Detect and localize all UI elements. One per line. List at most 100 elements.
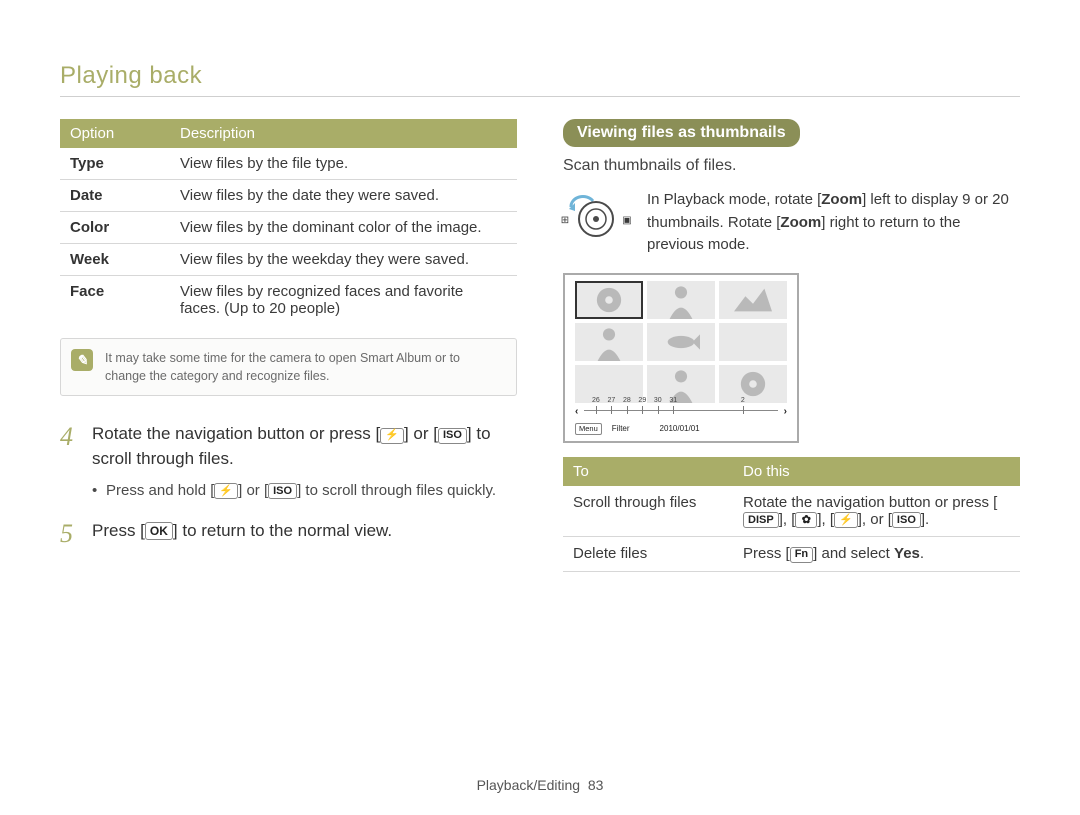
action-table: To Do this Scroll through files Rotate t… [563, 457, 1020, 572]
table-row: Week View files by the weekday they were… [60, 244, 517, 276]
disp-icon: DISP [743, 512, 779, 528]
text-part: Press [ [743, 545, 790, 562]
desc-cell: View files by the date they were saved. [170, 180, 517, 212]
iso-icon: ISO [438, 428, 467, 444]
text-part: ], or [ [858, 511, 892, 528]
flash-icon: ⚡ [214, 483, 238, 499]
footer-page: 83 [588, 777, 604, 793]
arrow-left-icon: ‹ [575, 406, 578, 417]
filter-label: Filter [612, 424, 630, 433]
text-part: ], [ [817, 511, 834, 528]
zoom-instruction: ⊞ ▣ In Playback mode, rotate [Zoom] left… [563, 189, 1020, 257]
step-number: 4 [60, 418, 82, 501]
ok-icon: OK [145, 522, 173, 540]
option-cell: Type [60, 148, 170, 180]
table-row: Face View files by recognized faces and … [60, 276, 517, 325]
step-body: Rotate the navigation button or press [⚡… [92, 418, 517, 501]
page: Playing back Option Description Type Vie… [0, 0, 1080, 815]
text-part: In Playback mode, rotate [ [647, 191, 821, 208]
desc-cell: View files by the weekday they were save… [170, 244, 517, 276]
step-text: ] or [ [404, 424, 438, 443]
thumbnail [719, 323, 787, 361]
step-text: ] to return to the normal view. [173, 521, 392, 540]
single-glyph-icon: ▣ [621, 215, 633, 226]
timeline-ticks: 2627282930312 [584, 406, 777, 416]
subsection-heading: Viewing files as thumbnails [563, 119, 800, 147]
thumbnail [719, 365, 787, 403]
flash-icon: ⚡ [834, 512, 858, 528]
text-part: . [920, 545, 924, 562]
substep: Press and hold [⚡] or [ISO] to scroll th… [92, 480, 517, 502]
desc-cell: View files by recognized faces and favor… [170, 276, 517, 325]
table-row: Scroll through files Rotate the navigati… [563, 486, 1020, 537]
right-column: Viewing files as thumbnails Scan thumbna… [563, 119, 1020, 572]
text-part: ], [ [779, 511, 796, 528]
arrow-right-icon: › [784, 406, 787, 417]
iso-icon: ISO [892, 512, 921, 528]
iso-icon: ISO [268, 483, 297, 499]
description-head: Description [170, 119, 517, 148]
to-cell: Scroll through files [563, 486, 733, 537]
zoom-dial-icon: ⊞ ▣ [563, 189, 629, 241]
table-row: Delete files Press [Fn] and select Yes. [563, 537, 1020, 572]
thumbnail-glyph-icon: ⊞ [559, 215, 571, 226]
thumbnail [575, 323, 643, 361]
step-text: Press [ [92, 521, 145, 540]
text-part: ]. [921, 511, 929, 528]
divider [60, 96, 1020, 97]
thumbnail [647, 281, 715, 319]
camera-screen: ‹ 2627282930312 › Menu Filter 2010/01/01 [563, 273, 799, 443]
thumbnail [719, 281, 787, 319]
option-cell: Face [60, 276, 170, 325]
footer-section: Playback/Editing [477, 777, 581, 793]
zoom-label: Zoom [821, 191, 862, 208]
screen-statusbar: Menu Filter 2010/01/01 [575, 423, 787, 435]
option-table: Option Description Type View files by th… [60, 119, 517, 324]
dothis-cell: Rotate the navigation button or press [D… [733, 486, 1020, 537]
table-row: Date View files by the date they were sa… [60, 180, 517, 212]
option-cell: Date [60, 180, 170, 212]
table-row: Color View files by the dominant color o… [60, 212, 517, 244]
section-title: Playing back [60, 62, 1020, 90]
screen-date: 2010/01/01 [660, 424, 700, 433]
note-text: It may take some time for the camera to … [105, 351, 460, 383]
thumbnail [647, 323, 715, 361]
step-4: 4 Rotate the navigation button or press … [60, 418, 517, 501]
dothis-cell: Press [Fn] and select Yes. [733, 537, 1020, 572]
thumbnail-selected [575, 281, 643, 319]
yes-label: Yes [894, 545, 920, 562]
subsection-subtitle: Scan thumbnails of files. [563, 157, 1020, 175]
menu-chip: Menu [575, 423, 602, 435]
option-cell: Week [60, 244, 170, 276]
columns: Option Description Type View files by th… [60, 119, 1020, 572]
table-row: Type View files by the file type. [60, 148, 517, 180]
desc-cell: View files by the dominant color of the … [170, 212, 517, 244]
substep-text: ] to scroll through files quickly. [297, 482, 496, 499]
zoom-instruction-text: In Playback mode, rotate [Zoom] left to … [647, 189, 1020, 257]
dothis-head: Do this [733, 457, 1020, 486]
to-head: To [563, 457, 733, 486]
option-cell: Color [60, 212, 170, 244]
text-part: Rotate the navigation button or press [ [743, 494, 997, 511]
macro-icon: ✿ [795, 512, 817, 528]
step-body: Press [OK] to return to the normal view. [92, 515, 392, 553]
option-head: Option [60, 119, 170, 148]
to-cell: Delete files [563, 537, 733, 572]
note-box: ✎ It may take some time for the camera t… [60, 338, 517, 396]
note-icon: ✎ [71, 349, 93, 371]
page-footer: Playback/Editing 83 [0, 777, 1080, 793]
zoom-label: Zoom [780, 214, 821, 231]
step-5: 5 Press [OK] to return to the normal vie… [60, 515, 517, 553]
step-text: Rotate the navigation button or press [ [92, 424, 380, 443]
left-column: Option Description Type View files by th… [60, 119, 517, 572]
flash-icon: ⚡ [380, 428, 404, 444]
desc-cell: View files by the file type. [170, 148, 517, 180]
step-number: 5 [60, 515, 82, 553]
text-part: ] and select [813, 545, 894, 562]
thumbnail-grid [575, 281, 787, 403]
fn-icon: Fn [790, 547, 813, 563]
substep-text: ] or [ [238, 482, 268, 499]
screen-timeline: ‹ 2627282930312 › [575, 406, 787, 417]
steps: 4 Rotate the navigation button or press … [60, 418, 517, 553]
substep-text: Press and hold [ [106, 482, 214, 499]
